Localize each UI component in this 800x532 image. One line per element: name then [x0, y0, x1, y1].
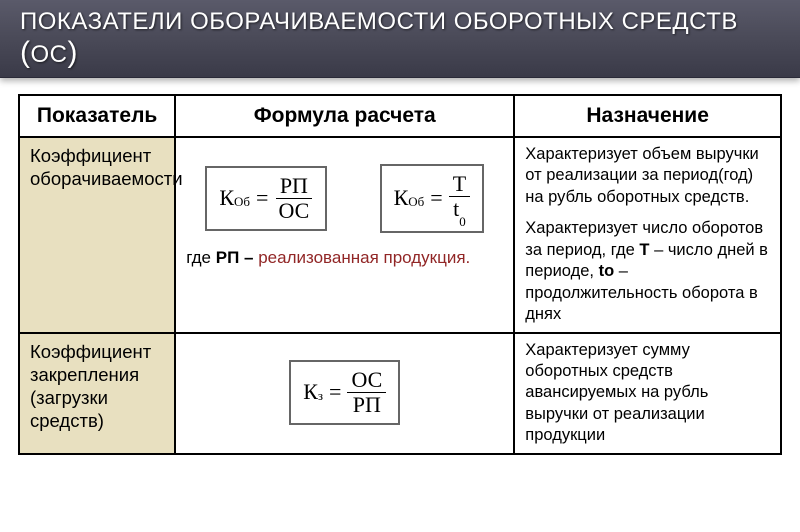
page-title: ПОКАЗАТЕЛИ ОБОРАЧИВАЕМОСТИ ОБОРОТНЫХ СРЕ… — [20, 8, 800, 70]
row2-purpose: Характеризует сумму оборотных средств ав… — [514, 333, 781, 454]
header-formula: Формула расчета — [175, 95, 514, 137]
row2-label: Коэффициент закрепления (загрузки средст… — [19, 333, 175, 454]
header-purpose: Назначение — [514, 95, 781, 137]
table-header-row: Показатель Формула расчета Назначение — [19, 95, 781, 137]
header-indicator: Показатель — [19, 95, 175, 137]
row1-formula-cell: КОб = РП ОС КОб = Т t0 — [175, 137, 514, 333]
indicators-table: Показатель Формула расчета Назначение Ко… — [18, 94, 782, 455]
formula-kz-os-rp: Кз = ОС РП — [289, 360, 400, 425]
row1-label: Коэффициент оборачиваемости — [19, 137, 175, 333]
formula-kob-rp-os: КОб = РП ОС — [205, 166, 327, 231]
row2-formula-cell: Кз = ОС РП — [175, 333, 514, 454]
row2-formulas: Кз = ОС РП — [186, 360, 503, 425]
formula-kob-t-t0: КОб = Т t0 — [380, 164, 485, 233]
row1-note: где РП – реализованная продукция. — [186, 247, 503, 269]
row1-purpose: Характеризует объем выручки от реализаци… — [514, 137, 781, 333]
title-main: ПОКАЗАТЕЛИ ОБОРАЧИВАЕМОСТИ ОБОРОТНЫХ СРЕ… — [20, 8, 738, 35]
title-paren-open: ( — [20, 36, 31, 69]
content: Показатель Формула расчета Назначение Ко… — [0, 78, 800, 467]
table-row: Коэффициент оборачиваемости КОб = РП ОС … — [19, 137, 781, 333]
title-bar: ПОКАЗАТЕЛИ ОБОРАЧИВАЕМОСТИ ОБОРОТНЫХ СРЕ… — [0, 0, 800, 78]
row1-formulas: КОб = РП ОС КОб = Т t0 — [186, 164, 503, 233]
table-row: Коэффициент закрепления (загрузки средст… — [19, 333, 781, 454]
title-paren-close: ) — [68, 36, 79, 69]
title-abbr: ОС — [31, 41, 68, 68]
